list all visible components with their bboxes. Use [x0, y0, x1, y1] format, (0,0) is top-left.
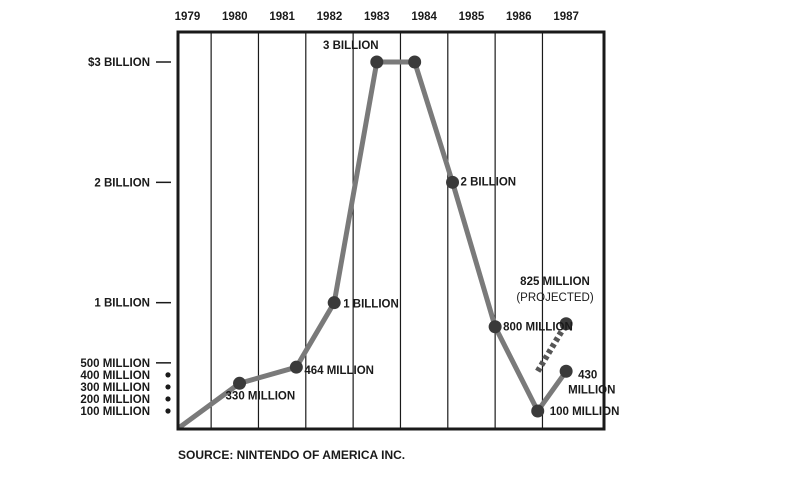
- data-point-3: [327, 296, 341, 310]
- x-tick-1986: 1986: [506, 11, 532, 23]
- data-point-9: [559, 364, 573, 378]
- data-point-1: [233, 376, 247, 390]
- x-tick-labels: 1979 1980 1981 1982 1983 1984 1985 1986 1987: [175, 11, 579, 23]
- point-label: 2 BILLION: [461, 176, 517, 188]
- point-label-line-2: MILLION: [568, 384, 615, 396]
- y-minor-label: 200 MILLION: [80, 394, 150, 406]
- y-minor-dot: [165, 384, 171, 390]
- projected-segment: [535, 322, 569, 373]
- point-label: 3 BILLION: [323, 40, 379, 52]
- point-label: 800 MILLION: [503, 322, 573, 334]
- point-label: 464 MILLION: [304, 365, 374, 377]
- x-tick-1980: 1980: [222, 11, 248, 23]
- y-minor-label: 400 MILLION: [80, 370, 150, 382]
- y-tick-label: 500 MILLION: [80, 358, 150, 370]
- y-tick-labels: $3 BILLION 2 BILLION 1 BILLION 500 MILLION4…: [80, 57, 171, 418]
- y-minor-label: 300 MILLION: [80, 382, 150, 394]
- y-minor-dot: [165, 372, 171, 378]
- projected-label-value: 825 MILLION: [520, 276, 590, 288]
- projected-label-note: (PROJECTED): [516, 292, 593, 304]
- y-minor-dot: [165, 408, 171, 414]
- x-tick-1987: 1987: [553, 11, 579, 23]
- y-tick-label: 1 BILLION: [94, 298, 150, 310]
- point-label: 1 BILLION: [343, 299, 399, 311]
- x-tick-1979: 1979: [175, 11, 201, 23]
- data-point-6: [446, 175, 460, 189]
- x-tick-1985: 1985: [459, 11, 485, 23]
- data-point-projected: [559, 317, 573, 331]
- x-tick-1982: 1982: [317, 11, 343, 23]
- y-minor-dot: [165, 396, 171, 402]
- point-label: 430: [578, 369, 597, 381]
- point-label: 100 MILLION: [550, 406, 620, 418]
- data-point-5: [408, 55, 422, 69]
- plot-frame: [176, 30, 606, 431]
- point-labels: 330 MILLION 464 MILLION 1 BILLION 3 BILLION…: [226, 40, 620, 418]
- data-point-4: [370, 55, 384, 69]
- source-note: SOURCE: NINTENDO OF AMERICA INC.: [178, 448, 405, 462]
- x-tick-1984: 1984: [411, 11, 437, 23]
- series-line: [177, 59, 569, 430]
- y-minor-label: 100 MILLION: [80, 406, 150, 418]
- grid-lines: [210, 32, 544, 429]
- data-point-8: [531, 404, 545, 418]
- point-label: 330 MILLION: [226, 390, 296, 402]
- data-points: [233, 55, 573, 418]
- x-tick-1981: 1981: [269, 11, 295, 23]
- data-point-2: [289, 360, 303, 374]
- x-tick-1983: 1983: [364, 11, 390, 23]
- y-tick-label: 2 BILLION: [94, 177, 150, 189]
- series-path: [177, 59, 569, 430]
- y-tick-label: $3 BILLION: [88, 57, 150, 69]
- data-point-7: [488, 320, 502, 334]
